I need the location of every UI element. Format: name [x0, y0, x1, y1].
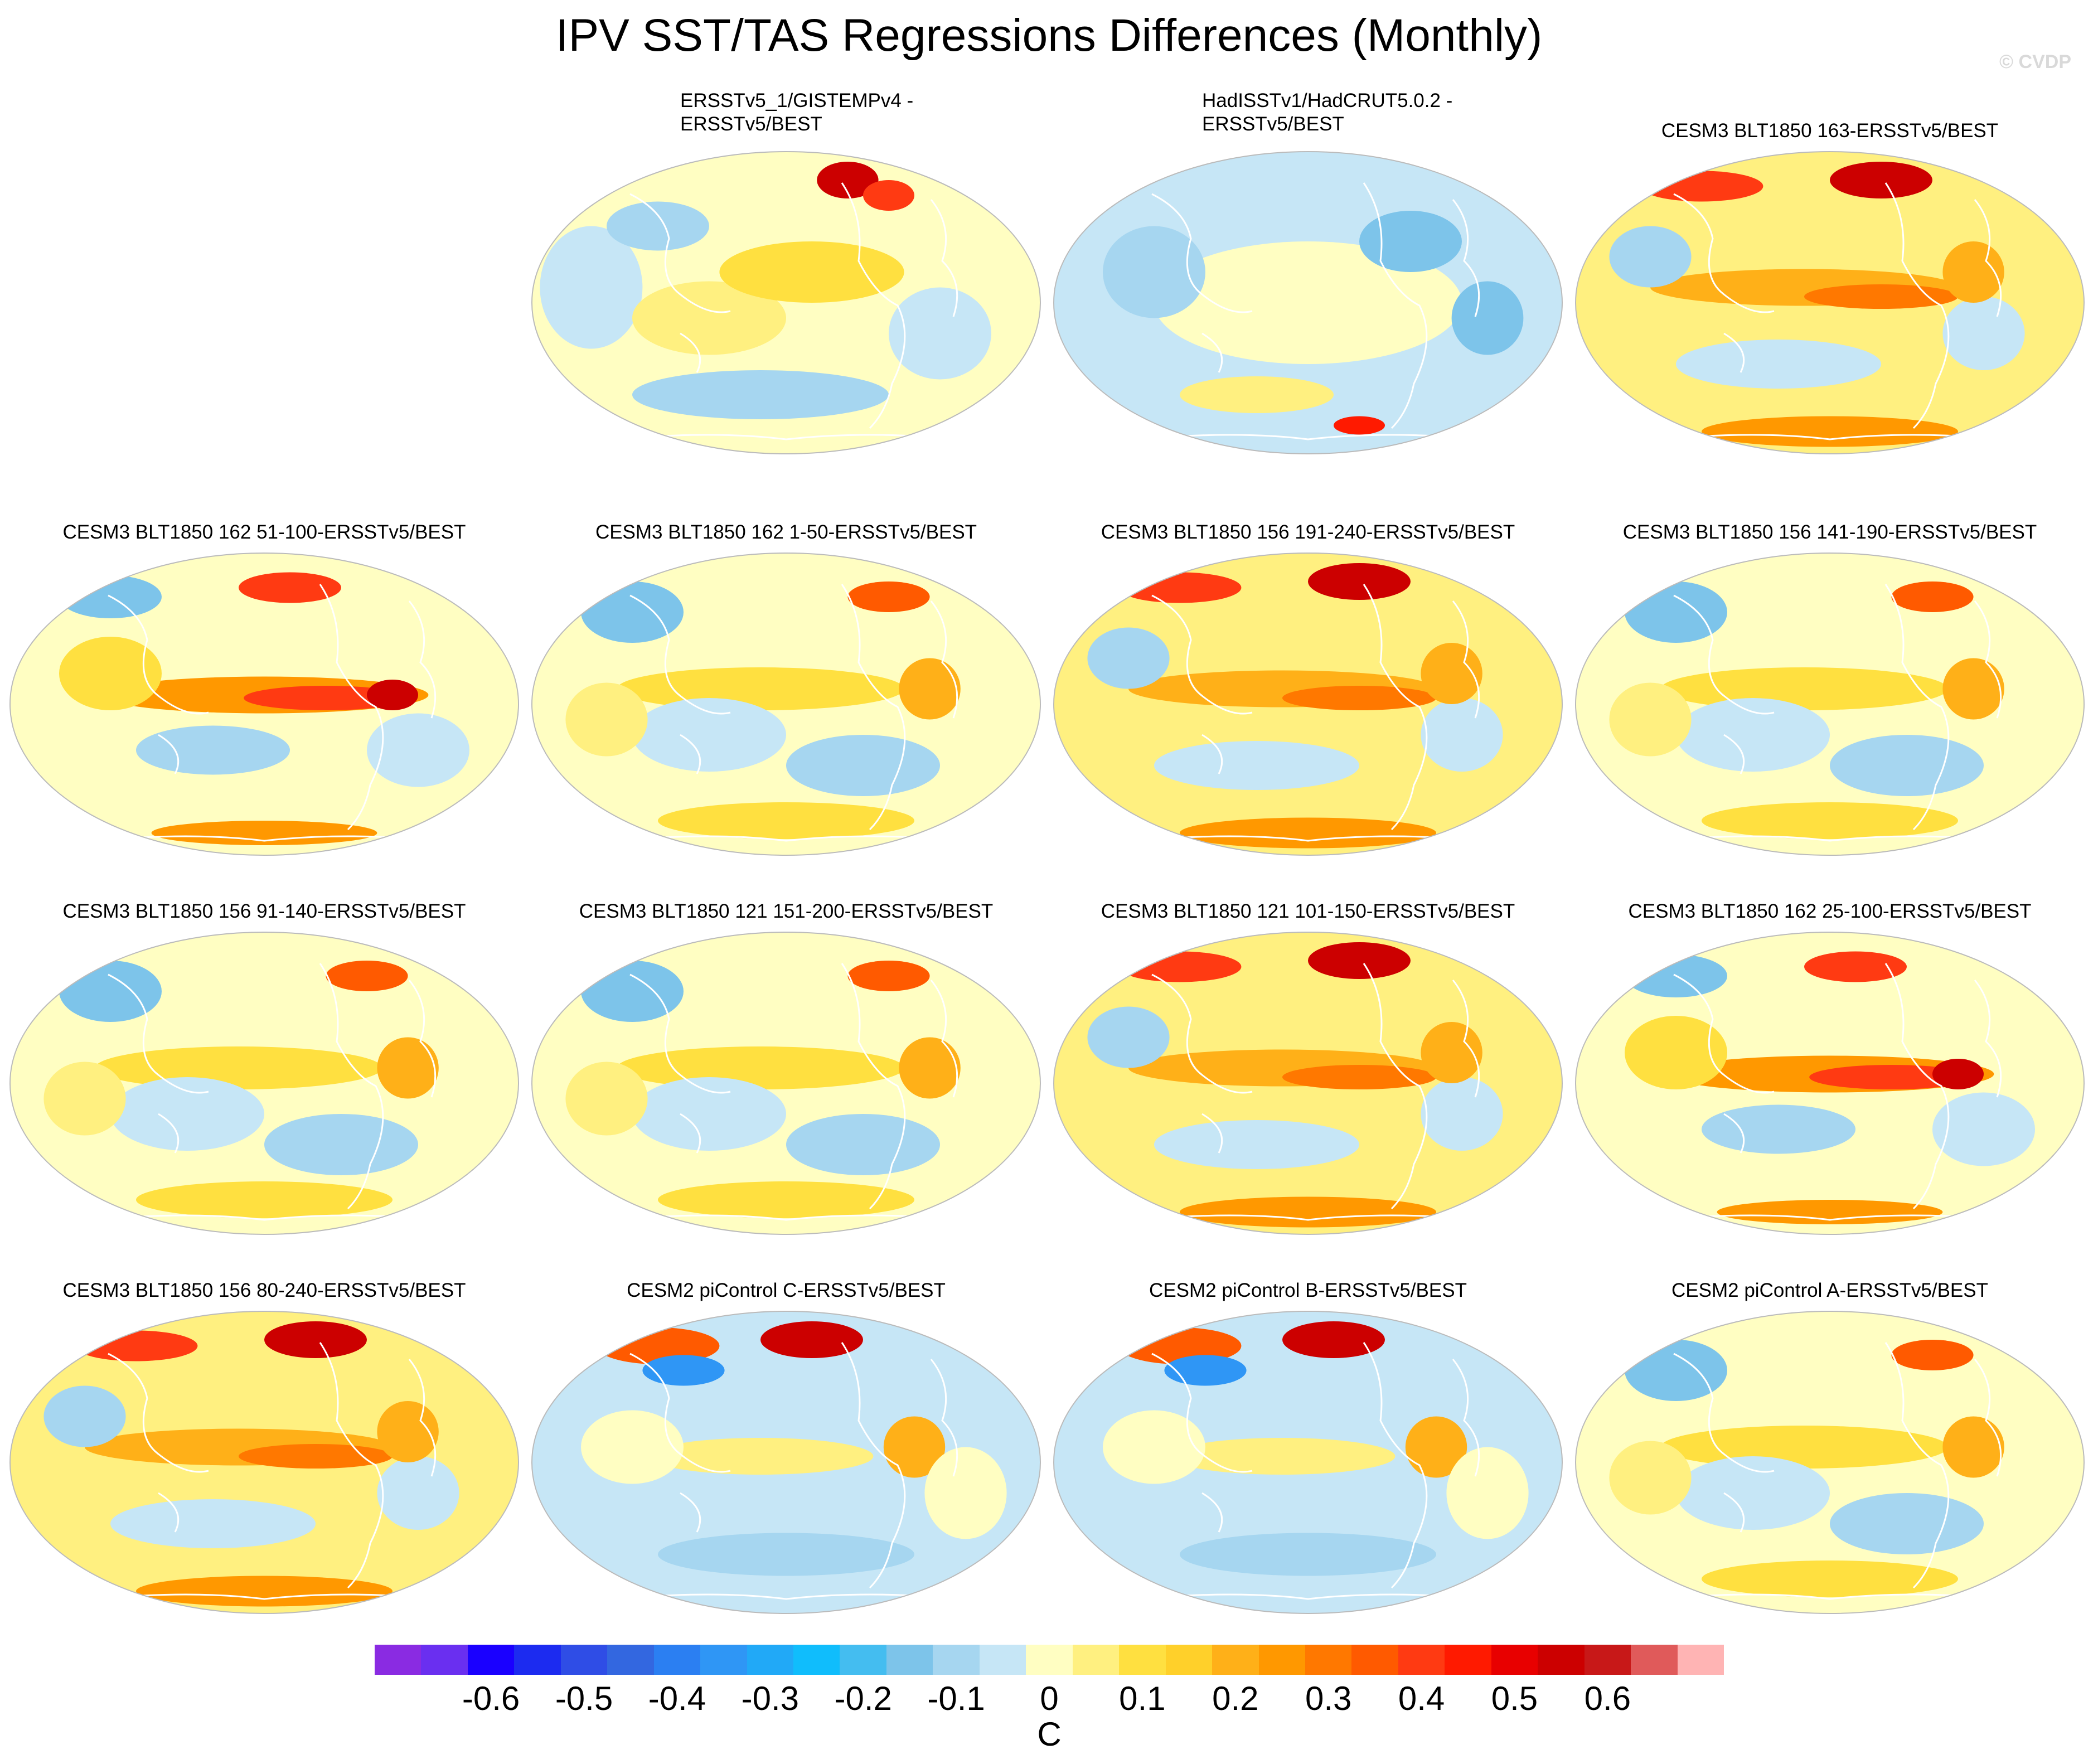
- colorbar-swatch: [1584, 1645, 1631, 1675]
- robinson-map: [531, 151, 1041, 454]
- robinson-map: [9, 553, 519, 856]
- panel-title: CESM3 BLT1850 162 51-100-ERSSTv5/BEST: [62, 521, 466, 543]
- colorbar-swatch: [1165, 1645, 1213, 1675]
- colorbar-tick-label: 0.4: [1398, 1680, 1445, 1717]
- panel-title: CESM3 BLT1850 162 25-100-ERSSTv5/BEST: [1628, 900, 2032, 922]
- robinson-map: [531, 932, 1041, 1235]
- panel-title: CESM3 BLT1850 156 191-240-ERSSTv5/BEST: [1101, 521, 1515, 543]
- panel-title: CESM3 BLT1850 156 80-240-ERSSTv5/BEST: [62, 1280, 466, 1301]
- colorbar-swatch: [1212, 1645, 1259, 1675]
- panel-title: ERSSTv5_1/GISTEMPv4 - ERSSTv5/BEST: [680, 90, 914, 135]
- colorbar-swatch: [1538, 1645, 1585, 1675]
- panel-title: CESM3 BLT1850 156 91-140-ERSSTv5/BEST: [62, 900, 466, 922]
- robinson-map: [9, 1311, 519, 1614]
- panel-title: HadISSTv1/HadCRUT5.0.2 - ERSSTv5/BEST: [1202, 90, 1453, 135]
- colorbar-tick-label: 0.3: [1305, 1680, 1352, 1717]
- panel-title: CESM2 piControl C-ERSSTv5/BEST: [627, 1280, 946, 1301]
- panel-title: CESM3 BLT1850 162 1-50-ERSSTv5/BEST: [595, 521, 977, 543]
- panel-title: CESM2 piControl A-ERSSTv5/BEST: [1671, 1280, 1988, 1301]
- colorbar-tick-label: -0.6: [462, 1680, 520, 1717]
- robinson-map: [1053, 1311, 1563, 1614]
- colorbar-tick-label: 0.6: [1584, 1680, 1631, 1717]
- robinson-map: [1575, 932, 2085, 1235]
- colorbar-tick-label: 0.1: [1119, 1680, 1166, 1717]
- colorbar-swatch: [933, 1645, 980, 1675]
- colorbar-swatch: [1258, 1645, 1306, 1675]
- colorbar-swatch: [514, 1645, 561, 1675]
- colorbar-swatch: [1677, 1645, 1724, 1675]
- colorbar-swatch: [793, 1645, 840, 1675]
- robinson-map: [1053, 151, 1563, 454]
- colorbar-tick-label: -0.4: [648, 1680, 706, 1717]
- panel-title: CESM3 BLT1850 163-ERSSTv5/BEST: [1661, 120, 1999, 142]
- panel-title: CESM3 BLT1850 121 101-150-ERSSTv5/BEST: [1101, 900, 1515, 922]
- colorbar-swatch: [1398, 1645, 1445, 1675]
- colorbar-swatch: [747, 1645, 794, 1675]
- robinson-map: [9, 932, 519, 1235]
- colorbar-swatch: [421, 1645, 468, 1675]
- panel-title: CESM3 BLT1850 121 151-200-ERSSTv5/BEST: [579, 900, 994, 922]
- colorbar-tick-label: -0.3: [741, 1680, 799, 1717]
- colorbar-swatch: [886, 1645, 933, 1675]
- colorbar-swatch: [1305, 1645, 1352, 1675]
- figure-title: IPV SST/TAS Regressions Differences (Mon…: [555, 10, 1543, 61]
- colorbar-swatch: [979, 1645, 1026, 1675]
- robinson-map: [1575, 151, 2085, 454]
- robinson-map: [1053, 932, 1563, 1235]
- watermark: © CVDP: [1999, 51, 2071, 72]
- colorbar-swatch: [1026, 1645, 1073, 1675]
- colorbar: [375, 1645, 1724, 1675]
- colorbar-swatch: [467, 1645, 515, 1675]
- robinson-map: [531, 553, 1041, 856]
- colorbar-swatch: [1631, 1645, 1678, 1675]
- colorbar-swatch: [607, 1645, 655, 1675]
- colorbar-swatch: [840, 1645, 887, 1675]
- colorbar-swatch: [375, 1645, 421, 1675]
- colorbar-swatch: [1445, 1645, 1492, 1675]
- robinson-map: [531, 1311, 1041, 1614]
- robinson-map: [1053, 553, 1563, 856]
- colorbar-swatch: [653, 1645, 701, 1675]
- robinson-map: [1575, 1311, 2085, 1614]
- colorbar-swatch: [1491, 1645, 1538, 1675]
- colorbar-tick-label: -0.2: [834, 1680, 892, 1717]
- colorbar-tick-label: 0: [1040, 1680, 1059, 1717]
- panel-title: CESM3 BLT1850 156 141-190-ERSSTv5/BEST: [1622, 521, 2037, 543]
- colorbar-swatch: [700, 1645, 748, 1675]
- colorbar-swatch: [1072, 1645, 1120, 1675]
- robinson-map: [1575, 553, 2085, 856]
- colorbar-swatch: [1351, 1645, 1399, 1675]
- colorbar-tick-label: -0.1: [927, 1680, 985, 1717]
- colorbar-tick-label: -0.5: [555, 1680, 613, 1717]
- panel-title: CESM2 piControl B-ERSSTv5/BEST: [1149, 1280, 1467, 1301]
- colorbar-tick-label: 0.2: [1212, 1680, 1259, 1717]
- colorbar-swatch: [1119, 1645, 1166, 1675]
- colorbar-swatch: [560, 1645, 608, 1675]
- colorbar-units: C: [1037, 1715, 1062, 1753]
- colorbar-tick-label: 0.5: [1491, 1680, 1538, 1717]
